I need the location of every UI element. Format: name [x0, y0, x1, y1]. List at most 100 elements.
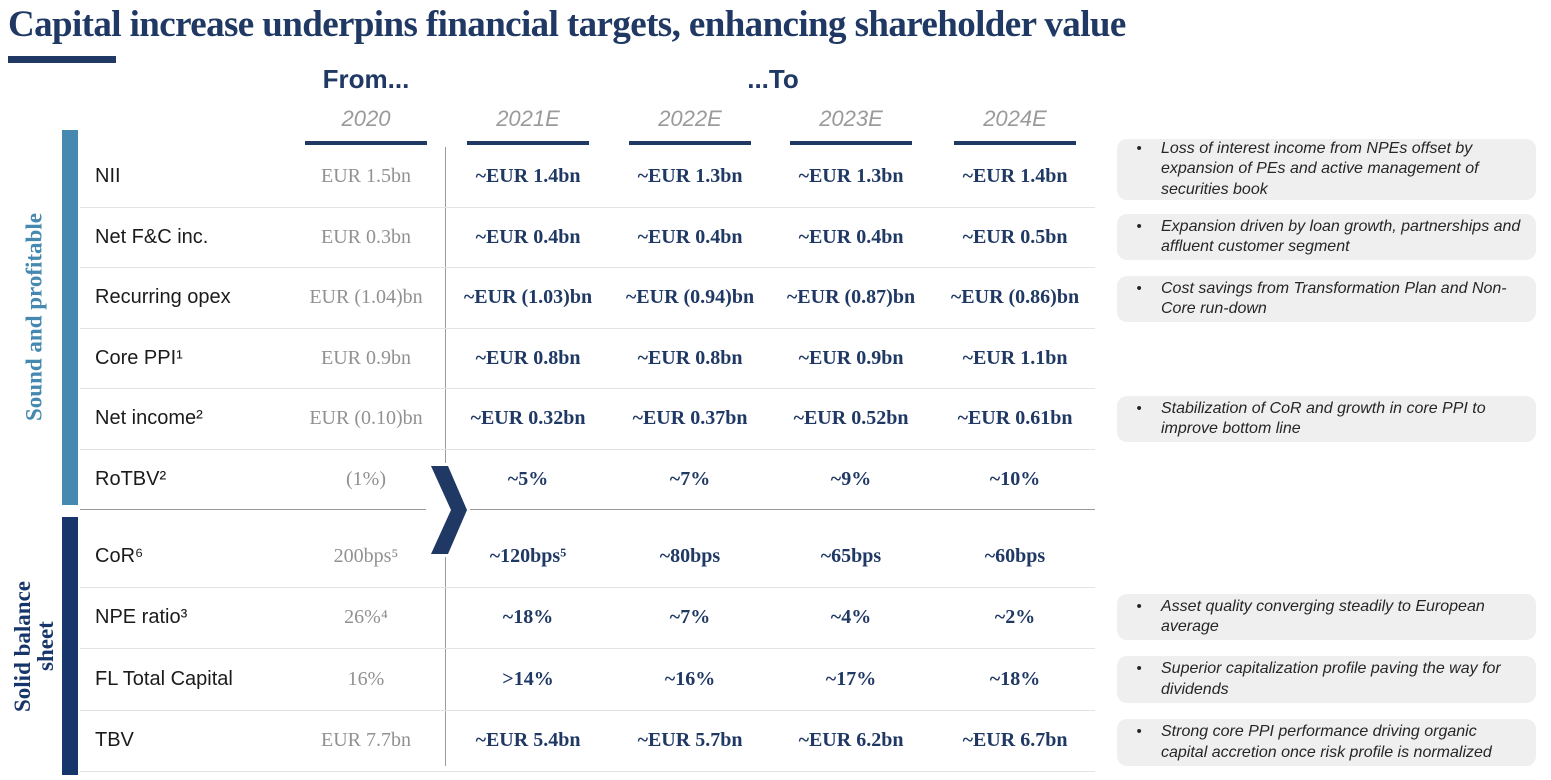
note-box: • Asset quality converging steadily to E… [1117, 594, 1536, 640]
value-2024e: ~2% [994, 606, 1036, 628]
value-2023e: ~4% [830, 606, 872, 628]
note-box: • Superior capitalization profile paving… [1117, 656, 1536, 703]
value-2021e: ~EUR 5.4bn [475, 729, 581, 751]
year-underline [467, 141, 589, 145]
bullet-icon: • [1136, 723, 1142, 741]
year-header-2023e: 2023E [819, 106, 883, 131]
value-2024e: ~EUR (0.86)bn [950, 286, 1080, 308]
table-row-net-income: Net income² EUR (0.10)bn ~EUR 0.32bn ~EU… [80, 388, 1095, 450]
value-2021e: ~120bps⁵ [489, 544, 567, 567]
value-2023e: ~EUR (0.87)bn [786, 286, 916, 308]
from-header: From... [322, 64, 410, 94]
value-2023e: ~EUR 0.4bn [798, 225, 904, 248]
row-label: Net income² [95, 407, 203, 429]
value-2020: 200bps⁵ [333, 544, 399, 567]
year-header-2021e: 2021E [496, 106, 560, 131]
value-2021e: ~EUR 0.8bn [475, 346, 581, 369]
row-label: CoR⁶ [95, 544, 144, 567]
row-label: NPE ratio³ [95, 606, 188, 628]
column-divider [445, 556, 446, 766]
value-2020: EUR (1.04)bn [309, 286, 423, 308]
note-text: Asset quality converging steadily to Eur… [1161, 597, 1485, 635]
row-label: Net F&C inc. [95, 225, 209, 248]
bullet-icon: • [1136, 399, 1142, 417]
row-label: Recurring opex [95, 286, 231, 308]
value-2022e: ~EUR 0.37bn [632, 407, 748, 429]
value-2023e: ~9% [830, 467, 872, 490]
table-row-fl-total-capital: FL Total Capital 16% >14% ~16% ~17% ~18% [80, 648, 1095, 711]
note-text: Loss of interest income from NPEs offset… [1161, 139, 1479, 198]
value-2020: 16% [347, 667, 385, 690]
bullet-icon: • [1136, 217, 1142, 235]
note-box: • Stabilization of CoR and growth in cor… [1117, 396, 1536, 442]
note-text: Cost savings from Transformation Plan an… [1161, 279, 1507, 317]
table-row-core-ppi: Core PPI¹ EUR 0.9bn ~EUR 0.8bn ~EUR 0.8b… [80, 328, 1095, 389]
value-2023e: ~EUR 0.52bn [793, 407, 909, 429]
value-2024e: ~EUR 0.5bn [962, 225, 1068, 248]
value-2022e: ~EUR (0.94)bn [625, 286, 755, 308]
table-row-tbv: TBV EUR 7.7bn ~EUR 5.4bn ~EUR 5.7bn ~EUR… [80, 710, 1095, 772]
value-2021e: ~EUR 1.4bn [475, 165, 581, 187]
value-2023e: ~65bps [820, 544, 882, 567]
value-2023e: ~17% [825, 667, 877, 690]
value-2021e: ~EUR 0.4bn [475, 225, 581, 248]
table-row-rotbv: RoTBV² (1%) ~5% ~7% ~9% ~10% [80, 449, 1095, 510]
table-row-npe-ratio: NPE ratio³ 26%⁴ ~18% ~7% ~4% ~2% [80, 587, 1095, 649]
column-divider [445, 147, 446, 464]
value-2022e: ~7% [669, 606, 711, 628]
year-underline [954, 141, 1076, 145]
bullet-icon: • [1136, 139, 1142, 157]
note-text: Expansion driven by loan growth, partner… [1161, 217, 1521, 255]
to-header: ...To [747, 64, 799, 94]
value-2022e: ~7% [669, 467, 711, 490]
value-2021e: ~EUR (1.03)bn [463, 286, 593, 308]
row-label: RoTBV² [95, 467, 167, 490]
value-2020: EUR 0.9bn [321, 346, 411, 369]
value-2020: 26%⁴ [344, 606, 388, 628]
note-box: • Cost savings from Transformation Plan … [1117, 276, 1536, 322]
value-2023e: ~EUR 6.2bn [798, 729, 904, 751]
value-2020: EUR 7.7bn [321, 729, 411, 751]
section-bar-sound-profitable [62, 130, 78, 505]
row-label: NII [95, 165, 121, 187]
value-2024e: ~EUR 0.61bn [957, 407, 1073, 429]
value-2020: EUR 1.5bn [321, 165, 411, 187]
year-header-2020: 2020 [341, 106, 391, 131]
value-2021e: ~5% [507, 467, 549, 490]
section-label-sound-profitable: Sound and profitable [21, 213, 47, 422]
bullet-icon: • [1136, 660, 1142, 678]
bullet-icon: • [1136, 597, 1142, 615]
value-2024e: ~10% [989, 467, 1041, 490]
table-row-net-fc: Net F&C inc. EUR 0.3bn ~EUR 0.4bn ~EUR 0… [80, 207, 1095, 268]
note-box: • Expansion driven by loan growth, partn… [1117, 214, 1536, 260]
value-2020: (1%) [346, 467, 386, 490]
value-2022e: ~EUR 0.4bn [637, 225, 743, 248]
section-bar-solid-balance-sheet [62, 517, 78, 775]
value-2021e: >14% [502, 667, 554, 690]
value-2021e: ~EUR 0.32bn [470, 407, 586, 429]
value-2024e: ~18% [989, 667, 1041, 690]
year-header-2022e: 2022E [658, 106, 722, 131]
value-2021e: ~18% [502, 606, 554, 628]
note-box: • Strong core PPI performance driving or… [1117, 719, 1536, 766]
value-2024e: ~EUR 1.4bn [962, 165, 1068, 187]
value-2024e: ~EUR 1.1bn [962, 346, 1068, 369]
row-label: TBV [95, 729, 134, 751]
note-text: Superior capitalization profile paving t… [1161, 660, 1501, 698]
year-underline [790, 141, 912, 145]
value-2024e: ~60bps [984, 544, 1046, 567]
row-label: Core PPI¹ [95, 346, 183, 369]
value-2023e: ~EUR 0.9bn [798, 346, 904, 369]
value-2020: EUR 0.3bn [321, 225, 411, 248]
value-2022e: ~16% [664, 667, 716, 690]
title-underline [8, 56, 116, 63]
year-underline [629, 141, 751, 145]
row-label: FL Total Capital [95, 667, 233, 690]
chevron-right-icon [426, 463, 470, 557]
year-header-2024e: 2024E [983, 106, 1047, 131]
value-2022e: ~EUR 1.3bn [637, 165, 743, 187]
note-text: Strong core PPI performance driving orga… [1161, 723, 1492, 761]
table-row-cor: CoR⁶ 200bps⁵ ~120bps⁵ ~80bps ~65bps ~60b… [80, 525, 1095, 588]
note-box: • Loss of interest income from NPEs offs… [1117, 139, 1536, 200]
